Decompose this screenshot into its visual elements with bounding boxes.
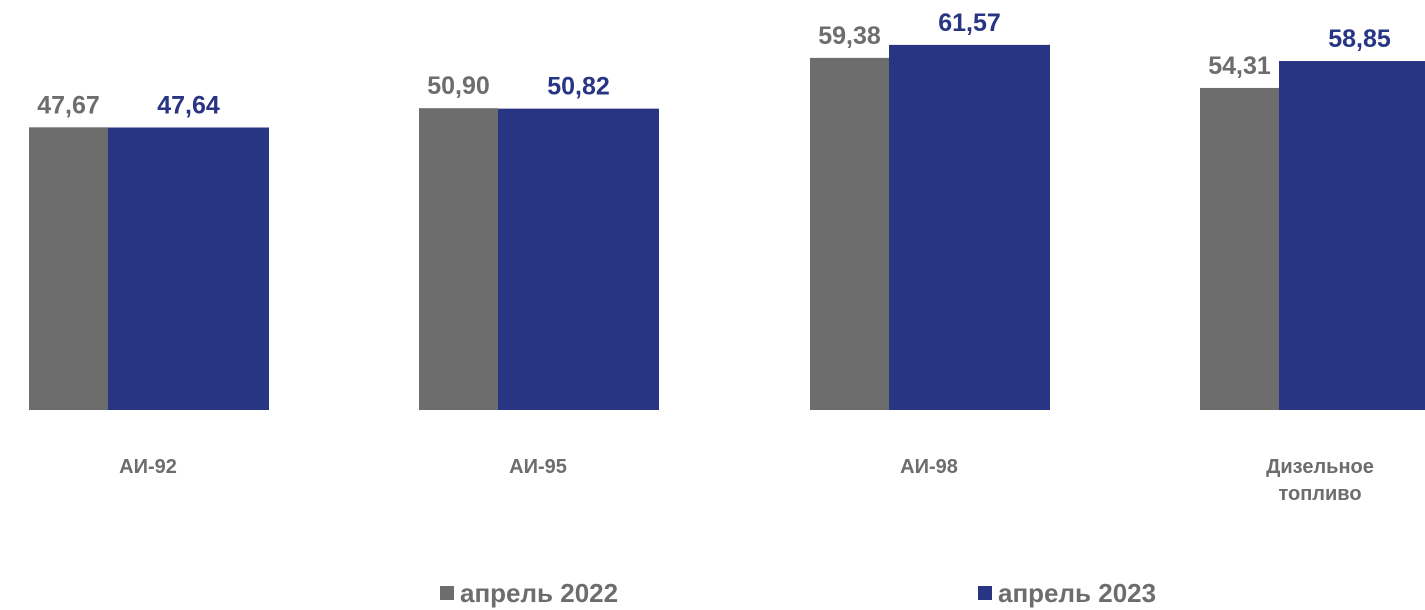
- data-label-april-2022-2: 59,38: [818, 22, 881, 50]
- data-label-april-2022-0: 47,67: [37, 91, 100, 119]
- bar-april-2022-3: [1200, 87, 1279, 410]
- category-label-3-line-0: Дизельное: [1266, 456, 1374, 478]
- legend-label-april-2023: апрель 2023: [998, 577, 1157, 608]
- data-label-april-2023-2: 61,57: [938, 9, 1001, 37]
- legend-label-april-2022: апрель 2022: [460, 577, 619, 608]
- legend-item-april-2022: апрель 2022: [440, 576, 618, 610]
- category-label-1: АИ-95: [509, 456, 567, 478]
- category-label-0: АИ-92: [119, 456, 177, 478]
- data-label-april-2022-3: 54,31: [1208, 52, 1271, 80]
- bar-april-2022-2: [810, 57, 889, 411]
- category-label-2: АИ-98: [900, 456, 958, 478]
- bar-april-2023-2: [889, 44, 1050, 411]
- bar-april-2022-0: [29, 127, 108, 411]
- legend-swatch-april-2023: [978, 586, 992, 600]
- data-label-april-2023-0: 47,64: [157, 91, 220, 119]
- legend-item-april-2023: апрель 2023: [978, 576, 1156, 610]
- bar-april-2023-0: [108, 127, 269, 410]
- data-label-april-2022-1: 50,90: [427, 72, 490, 100]
- bar-april-2023-1: [498, 108, 659, 411]
- bar-april-2022-1: [419, 108, 498, 411]
- category-label-3-line-1: топливо: [1278, 483, 1361, 505]
- bar-april-2023-3: [1279, 61, 1425, 410]
- legend-swatch-april-2022: [440, 586, 454, 600]
- data-label-april-2023-1: 50,82: [547, 73, 610, 101]
- data-label-april-2023-3: 58,85: [1328, 25, 1391, 53]
